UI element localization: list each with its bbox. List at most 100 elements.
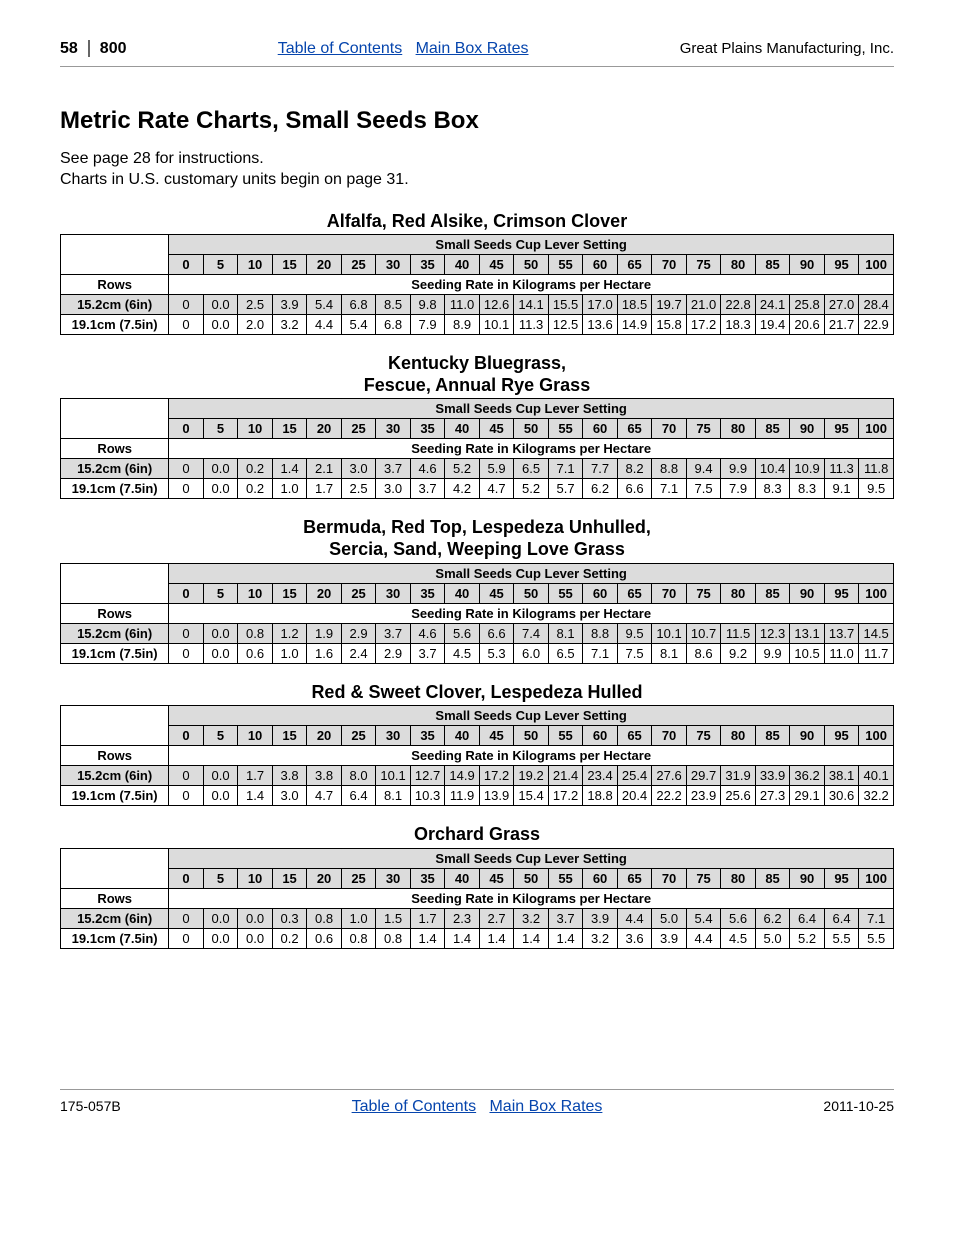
- lever-value: 95: [824, 419, 859, 439]
- rate-cell: 27.0: [824, 295, 859, 315]
- row-spacing-label: 19.1cm (7.5in): [61, 928, 169, 948]
- rate-cell: 9.2: [721, 643, 756, 663]
- rate-cell: 2.9: [376, 643, 411, 663]
- rate-cell: 12.5: [548, 315, 583, 335]
- toc-link[interactable]: Table of Contents: [278, 40, 403, 57]
- rate-cell: 11.9: [445, 786, 480, 806]
- rate-cell: 4.2: [445, 479, 480, 499]
- rate-units-header: Seeding Rate in Kilograms per Hectare: [169, 275, 894, 295]
- rate-cell: 21.4: [548, 766, 583, 786]
- lever-value: 50: [514, 726, 549, 746]
- lever-value: 90: [790, 868, 825, 888]
- rate-cell: 24.1: [755, 295, 790, 315]
- rate-cell: 6.4: [790, 908, 825, 928]
- rate-chart-table: Small Seeds Cup Lever Setting05101520253…: [60, 848, 894, 949]
- lever-value: 70: [652, 726, 687, 746]
- lever-value: 80: [721, 868, 756, 888]
- rate-cell: 4.4: [686, 928, 721, 948]
- rows-header: Rows: [61, 275, 169, 295]
- rate-cell: 0: [169, 295, 204, 315]
- intro-text: See page 28 for instructions. Charts in …: [60, 149, 894, 191]
- rate-cell: 14.9: [445, 766, 480, 786]
- lever-value: 15: [272, 419, 307, 439]
- rate-cell: 2.7: [479, 908, 514, 928]
- rate-cell: 4.4: [617, 908, 652, 928]
- rate-cell: 17.2: [686, 315, 721, 335]
- rate-cell: 25.8: [790, 295, 825, 315]
- rate-cell: 1.4: [548, 928, 583, 948]
- lever-value: 45: [479, 419, 514, 439]
- rate-cell: 23.4: [583, 766, 618, 786]
- lever-value: 45: [479, 868, 514, 888]
- rate-cell: 0.0: [203, 928, 238, 948]
- rate-cell: 8.6: [686, 643, 721, 663]
- main-box-rates-link-footer[interactable]: Main Box Rates: [489, 1098, 602, 1115]
- rate-units-header: Seeding Rate in Kilograms per Hectare: [169, 746, 894, 766]
- rate-chart-table: Small Seeds Cup Lever Setting05101520253…: [60, 563, 894, 664]
- rate-cell: 11.3: [514, 315, 549, 335]
- rate-cell: 1.0: [272, 479, 307, 499]
- lever-value: 85: [755, 583, 790, 603]
- rate-cell: 1.2: [272, 623, 307, 643]
- lever-value: 0: [169, 255, 204, 275]
- rate-cell: 25.6: [721, 786, 756, 806]
- lever-value: 75: [686, 726, 721, 746]
- main-box-rates-link[interactable]: Main Box Rates: [416, 40, 529, 57]
- rate-cell: 8.9: [445, 315, 480, 335]
- lever-value: 65: [617, 583, 652, 603]
- rate-cell: 13.6: [583, 315, 618, 335]
- page-footer: 175-057B Table of Contents Main Box Rate…: [60, 1089, 894, 1116]
- rate-cell: 18.3: [721, 315, 756, 335]
- rate-cell: 27.3: [755, 786, 790, 806]
- rate-cell: 1.4: [238, 786, 273, 806]
- rate-cell: 9.4: [686, 459, 721, 479]
- lever-value: 10: [238, 726, 273, 746]
- lever-value: 65: [617, 868, 652, 888]
- rate-cell: 2.3: [445, 908, 480, 928]
- rate-cell: 22.2: [652, 786, 687, 806]
- rate-cell: 0.0: [203, 315, 238, 335]
- rate-cell: 6.6: [617, 479, 652, 499]
- lever-value: 40: [445, 868, 480, 888]
- lever-value: 70: [652, 868, 687, 888]
- lever-value: 75: [686, 255, 721, 275]
- lever-value: 85: [755, 255, 790, 275]
- rate-cell: 5.4: [686, 908, 721, 928]
- page-number: 58: [60, 40, 90, 57]
- rate-cell: 7.5: [617, 643, 652, 663]
- lever-value: 95: [824, 583, 859, 603]
- toc-link-footer[interactable]: Table of Contents: [352, 1098, 477, 1115]
- lever-value: 30: [376, 726, 411, 746]
- rate-cell: 6.8: [341, 295, 376, 315]
- rate-cell: 1.7: [410, 908, 445, 928]
- rate-cell: 1.0: [272, 643, 307, 663]
- lever-value: 15: [272, 583, 307, 603]
- rate-cell: 0: [169, 766, 204, 786]
- lever-value: 50: [514, 255, 549, 275]
- rate-cell: 3.0: [376, 479, 411, 499]
- rate-cell: 28.4: [859, 295, 894, 315]
- rate-cell: 4.5: [721, 928, 756, 948]
- lever-value: 20: [307, 868, 342, 888]
- rate-cell: 18.8: [583, 786, 618, 806]
- rate-cell: 38.1: [824, 766, 859, 786]
- rate-cell: 0: [169, 315, 204, 335]
- lever-value: 90: [790, 419, 825, 439]
- rate-cell: 5.9: [479, 459, 514, 479]
- rate-cell: 0.0: [203, 766, 238, 786]
- rate-cell: 15.8: [652, 315, 687, 335]
- lever-value: 35: [410, 419, 445, 439]
- rate-cell: 8.8: [652, 459, 687, 479]
- rate-cell: 12.6: [479, 295, 514, 315]
- lever-setting-header: Small Seeds Cup Lever Setting: [169, 235, 894, 255]
- rate-cell: 8.1: [652, 643, 687, 663]
- rate-cell: 10.4: [755, 459, 790, 479]
- rate-cell: 11.5: [721, 623, 756, 643]
- lever-value: 5: [203, 255, 238, 275]
- rate-cell: 0.6: [238, 643, 273, 663]
- rate-cell: 7.9: [410, 315, 445, 335]
- lever-value: 85: [755, 868, 790, 888]
- rate-cell: 0.0: [203, 908, 238, 928]
- lever-value: 70: [652, 419, 687, 439]
- row-spacing-label: 15.2cm (6in): [61, 766, 169, 786]
